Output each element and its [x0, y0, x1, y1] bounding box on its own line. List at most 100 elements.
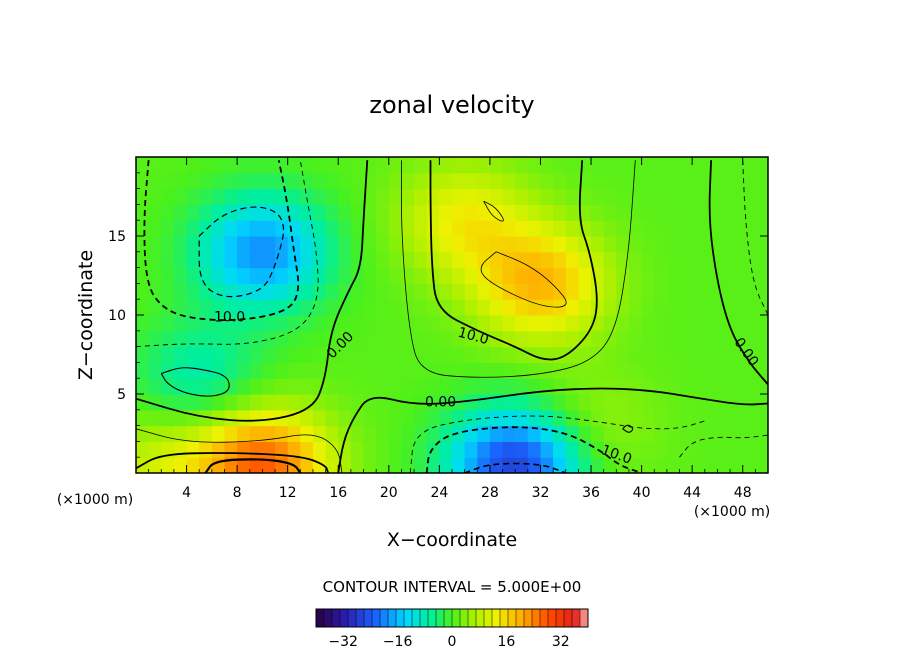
field-cell [338, 251, 352, 269]
field-cell [591, 362, 605, 379]
field-cell [287, 441, 301, 458]
contour-line [409, 415, 705, 473]
field-cell [464, 346, 478, 363]
field-cell [401, 315, 415, 332]
field-cell [679, 172, 693, 190]
field-cell [173, 441, 188, 458]
field-cell [477, 346, 491, 363]
field-cell [186, 378, 200, 395]
field-cell [578, 441, 592, 458]
field-cell [591, 188, 605, 205]
field-cell [199, 157, 213, 174]
field-cell [464, 236, 478, 253]
field-cell [654, 315, 668, 332]
field-cell [666, 299, 681, 316]
field-cell [692, 299, 706, 316]
field-cell [755, 299, 768, 316]
field-cell [350, 330, 365, 348]
field-cell [237, 172, 251, 190]
field-cell [376, 457, 390, 473]
field-cell [477, 236, 491, 253]
field-cell [325, 251, 339, 269]
field-cell [312, 172, 327, 190]
colorbar-swatch [380, 609, 389, 627]
colorbar-swatch [372, 609, 381, 627]
field-cell [388, 299, 403, 316]
field-cell [287, 378, 301, 395]
field-cell [275, 315, 289, 332]
field-cell [742, 283, 756, 300]
field-cell [502, 409, 516, 427]
field-cell [161, 267, 175, 284]
field-cell [641, 251, 655, 269]
field-cell [136, 315, 150, 332]
field-cell [502, 378, 516, 395]
field-cell [199, 315, 213, 332]
contour-lines [136, 160, 768, 473]
field-cell [388, 188, 403, 205]
field-cell [489, 172, 504, 190]
field-cell [641, 188, 655, 205]
colorbar-swatch [500, 609, 509, 627]
field-cell [211, 157, 226, 174]
field-cell [287, 251, 301, 269]
field-cell [173, 267, 188, 284]
field-cell [603, 378, 617, 395]
x-tick-label: 8 [233, 485, 242, 501]
field-cell [477, 394, 491, 411]
field-cell [628, 315, 643, 332]
field-cell [275, 251, 289, 269]
field-cell [426, 188, 440, 205]
colorbar-swatch [348, 609, 357, 627]
field-cell [477, 220, 491, 237]
colorbar-swatch [580, 609, 589, 627]
field-cell [540, 172, 554, 190]
field-cell [515, 441, 529, 458]
field-cell [591, 457, 605, 473]
field-cell [527, 346, 542, 363]
field-cell [136, 394, 150, 411]
field-cell [161, 315, 175, 332]
field-cell [692, 315, 706, 332]
field-cell [717, 441, 731, 458]
field-cell [452, 220, 466, 237]
field-cell [628, 283, 643, 300]
field-cell [692, 441, 706, 458]
field-cell [666, 425, 681, 442]
field-cell [148, 267, 162, 284]
field-cell [350, 283, 365, 300]
field-cell [439, 204, 453, 221]
field-cell [452, 157, 466, 174]
field-cell [439, 220, 453, 237]
field-cell [515, 172, 529, 190]
field-cell [426, 283, 440, 300]
field-cell [401, 425, 415, 442]
field-cell [666, 330, 681, 348]
field-cell [654, 346, 668, 363]
field-cell [565, 394, 579, 411]
field-cell [565, 457, 579, 473]
field-cell [388, 457, 403, 473]
field-cell [224, 394, 238, 411]
field-cell [641, 236, 655, 253]
contour-line [429, 160, 598, 361]
field-cell [439, 425, 453, 442]
field-cell [338, 330, 352, 348]
field-cell [388, 378, 403, 395]
field-cell [641, 457, 655, 473]
field-cell [527, 188, 542, 205]
field-cell [325, 283, 339, 300]
field-cell [527, 441, 542, 458]
field-cell [312, 299, 327, 316]
field-cell [312, 157, 327, 174]
field-cell [275, 172, 289, 190]
field-cell [426, 425, 440, 442]
field-cell [262, 267, 276, 284]
field-cell [704, 409, 719, 427]
field-cell [679, 299, 693, 316]
field-cell [161, 172, 175, 190]
field-cell [325, 457, 339, 473]
field-cell [161, 394, 175, 411]
field-cell [692, 457, 706, 473]
field-cell [199, 299, 213, 316]
